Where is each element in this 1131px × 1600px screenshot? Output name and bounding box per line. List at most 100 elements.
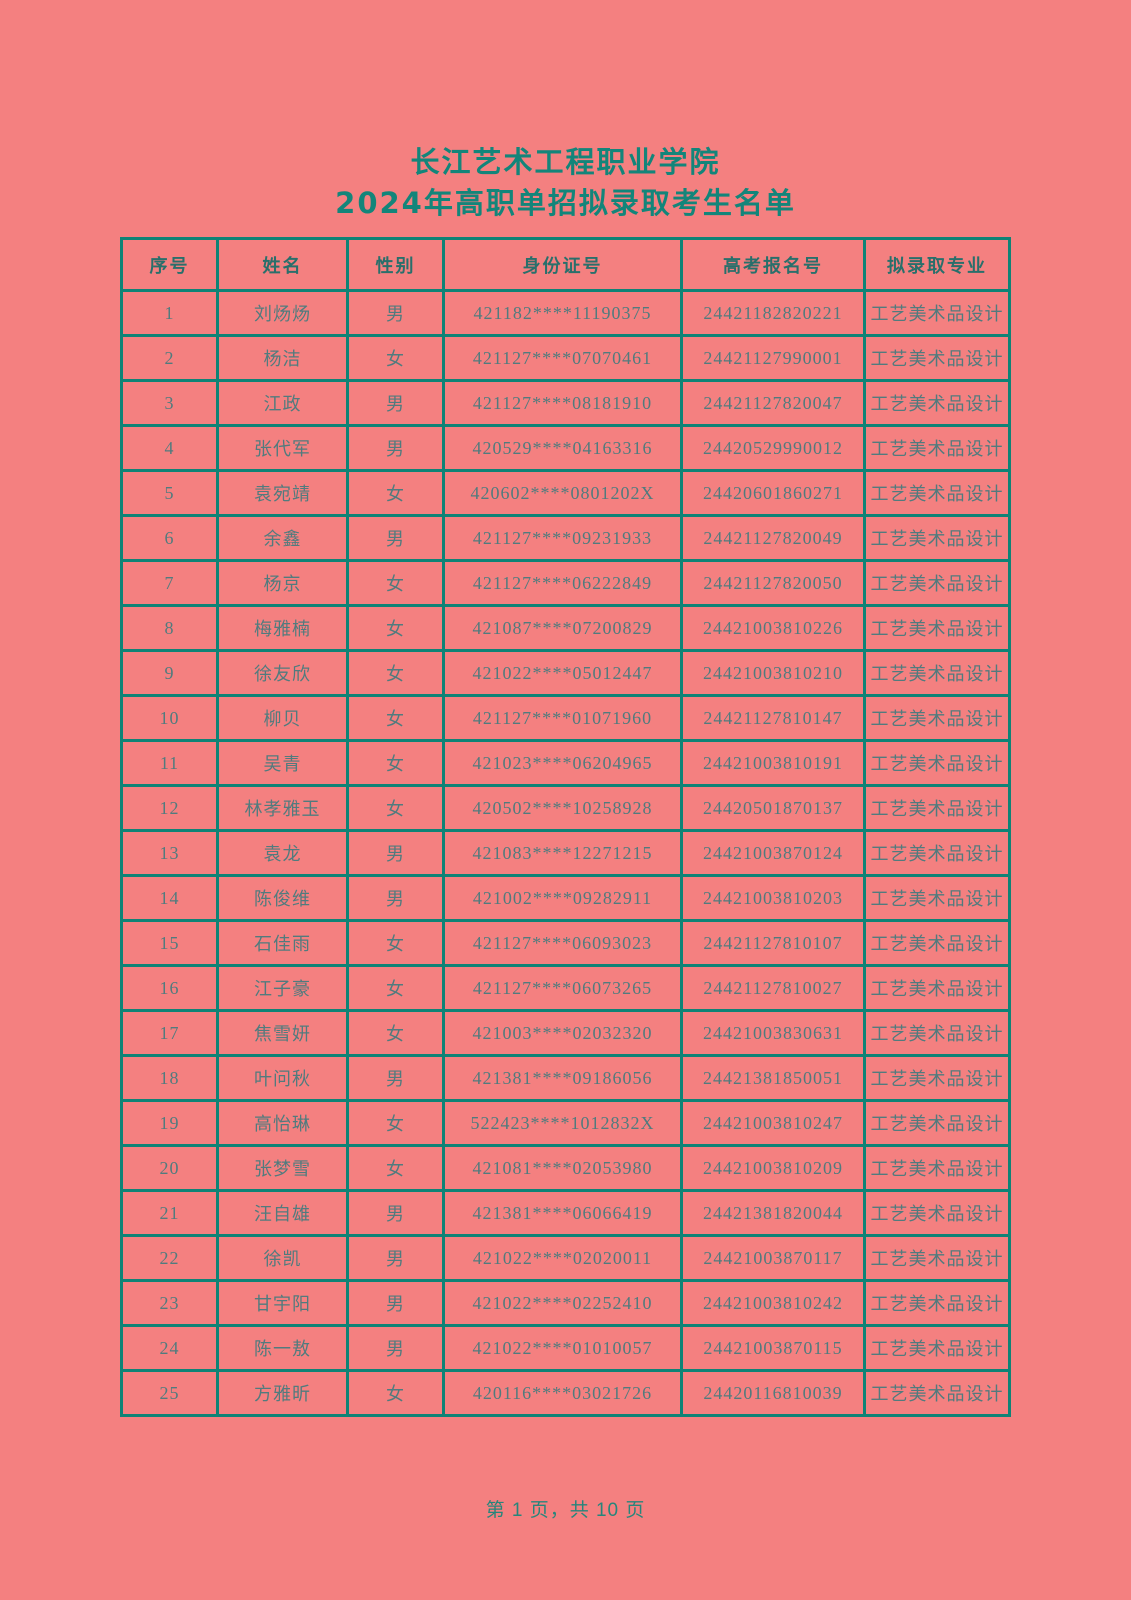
table-cell: 420116****03021726 <box>442 1369 683 1417</box>
table-cell: 工艺美术品设计 <box>863 964 1011 1012</box>
table-cell: 徐友欣 <box>216 649 349 697</box>
header-id-number: 身份证号 <box>442 237 683 292</box>
table-cell: 女 <box>346 784 445 832</box>
table-cell: 工艺美术品设计 <box>863 1369 1011 1417</box>
table-cell: 袁宛靖 <box>216 469 349 517</box>
table-cell: 421381****06066419 <box>442 1189 683 1237</box>
table-header-row: 序号 姓名 性别 身份证号 高考报名号 拟录取专业 <box>120 237 1011 292</box>
table-cell: 421127****06073265 <box>442 964 683 1012</box>
table-cell: 421083****12271215 <box>442 829 683 877</box>
table-cell: 421127****01071960 <box>442 694 683 742</box>
table-cell: 江子豪 <box>216 964 349 1012</box>
table-cell: 24421003830631 <box>680 1009 866 1057</box>
table-cell: 421381****09186056 <box>442 1054 683 1102</box>
table-cell: 16 <box>120 964 219 1012</box>
table-cell: 24420601860271 <box>680 469 866 517</box>
table-cell: 袁龙 <box>216 829 349 877</box>
table-cell: 女 <box>346 1144 445 1192</box>
table-cell: 徐凯 <box>216 1234 349 1282</box>
table-cell: 24421127810027 <box>680 964 866 1012</box>
table-cell: 工艺美术品设计 <box>863 829 1011 877</box>
table-cell: 421127****07070461 <box>442 334 683 382</box>
table-cell: 15 <box>120 919 219 967</box>
table-cell: 梅雅楠 <box>216 604 349 652</box>
table-row: 25 方雅昕女 420116****03021726 24420116810039 工艺… <box>120 1369 1011 1417</box>
table-cell: 张代军 <box>216 424 349 472</box>
table-cell: 张梦雪 <box>216 1144 349 1192</box>
table-row: 8 梅雅楠女 421087****07200829 24421003810226 工艺美… <box>120 604 1011 652</box>
table-cell: 421003****02032320 <box>442 1009 683 1057</box>
table-cell: 24421127820047 <box>680 379 866 427</box>
page-title-school: 长江艺术工程职业学院 <box>410 145 721 179</box>
table-cell: 522423****1012832X <box>442 1099 683 1147</box>
header-proposed-major: 拟录取专业 <box>863 237 1011 292</box>
table-row: 9 徐友欣女 421022****05012447 24421003810210 工艺美… <box>120 649 1011 697</box>
table-cell: 24421127820049 <box>680 514 866 562</box>
table-cell: 工艺美术品设计 <box>863 469 1011 517</box>
table-cell: 女 <box>346 1369 445 1417</box>
table-cell: 工艺美术品设计 <box>863 1279 1011 1327</box>
table-cell: 4 <box>120 424 219 472</box>
table-cell: 工艺美术品设计 <box>863 379 1011 427</box>
table-cell: 421023****06204965 <box>442 739 683 787</box>
table-cell: 男 <box>346 1234 445 1282</box>
table-cell: 24420529990012 <box>680 424 866 472</box>
table-cell: 男 <box>346 289 445 337</box>
table-cell: 24421003810191 <box>680 739 866 787</box>
table-cell: 女 <box>346 1099 445 1147</box>
table-cell: 杨京 <box>216 559 349 607</box>
table-row: 20 张梦雪女 421081****02053980 24421003810209 工艺… <box>120 1144 1011 1192</box>
table-cell: 工艺美术品设计 <box>863 694 1011 742</box>
table-cell: 18 <box>120 1054 219 1102</box>
table-row: 21 汪自雄男 421381****06066419 24421381820044 工艺… <box>120 1189 1011 1237</box>
table-cell: 男 <box>346 874 445 922</box>
table-cell: 421182****11190375 <box>442 289 683 337</box>
table-cell: 高怡琳 <box>216 1099 349 1147</box>
table-cell: 工艺美术品设计 <box>863 1189 1011 1237</box>
header-exam-registration-number: 高考报名号 <box>680 237 866 292</box>
table-cell: 420502****10258928 <box>442 784 683 832</box>
table-cell: 女 <box>346 334 445 382</box>
table-cell: 男 <box>346 1279 445 1327</box>
table-cell: 3 <box>120 379 219 427</box>
table-row: 4 张代军男 420529****04163316 24420529990012 工艺美… <box>120 424 1011 472</box>
table-cell: 女 <box>346 1009 445 1057</box>
table-cell: 工艺美术品设计 <box>863 1009 1011 1057</box>
table-cell: 13 <box>120 829 219 877</box>
table-row: 11 吴青女 421023****06204965 24421003810191 工艺美… <box>120 739 1011 787</box>
table-cell: 420602****0801202X <box>442 469 683 517</box>
table-cell: 工艺美术品设计 <box>863 739 1011 787</box>
table-cell: 江政 <box>216 379 349 427</box>
table-cell: 24421003810247 <box>680 1099 866 1147</box>
table-cell: 叶问秋 <box>216 1054 349 1102</box>
admission-roster-table: 序号 姓名 性别 身份证号 高考报名号 拟录取专业 1 刘炀炀男 421182***… <box>120 237 1011 1417</box>
table-row: 13 袁龙男 421083****12271215 24421003870124 工艺美… <box>120 829 1011 877</box>
table-cell: 余鑫 <box>216 514 349 562</box>
table-cell: 刘炀炀 <box>216 289 349 337</box>
table-cell: 24421182820221 <box>680 289 866 337</box>
table-cell: 林孝雅玉 <box>216 784 349 832</box>
table-cell: 24421381850051 <box>680 1054 866 1102</box>
table-cell: 24420116810039 <box>680 1369 866 1417</box>
table-cell: 20 <box>120 1144 219 1192</box>
table-cell: 24421381820044 <box>680 1189 866 1237</box>
page-number-footer: 第 1 页，共 10 页 <box>485 1500 646 1521</box>
table-cell: 女 <box>346 964 445 1012</box>
table-cell: 工艺美术品设计 <box>863 784 1011 832</box>
table-cell: 24421003870124 <box>680 829 866 877</box>
table-cell: 焦雪妍 <box>216 1009 349 1057</box>
table-cell: 女 <box>346 919 445 967</box>
table-cell: 24421127990001 <box>680 334 866 382</box>
table-row: 19 高怡琳女 522423****1012832X 24421003810247 工艺… <box>120 1099 1011 1147</box>
table-row: 14 陈俊维男 421002****09282911 24421003810203 工艺… <box>120 874 1011 922</box>
table-cell: 24421003810210 <box>680 649 866 697</box>
table-cell: 23 <box>120 1279 219 1327</box>
table-cell: 1 <box>120 289 219 337</box>
table-cell: 女 <box>346 649 445 697</box>
table-cell: 24421127810147 <box>680 694 866 742</box>
table-cell: 工艺美术品设计 <box>863 604 1011 652</box>
table-cell: 421002****09282911 <box>442 874 683 922</box>
table-cell: 工艺美术品设计 <box>863 1324 1011 1372</box>
table-cell: 工艺美术品设计 <box>863 289 1011 337</box>
table-cell: 汪自雄 <box>216 1189 349 1237</box>
